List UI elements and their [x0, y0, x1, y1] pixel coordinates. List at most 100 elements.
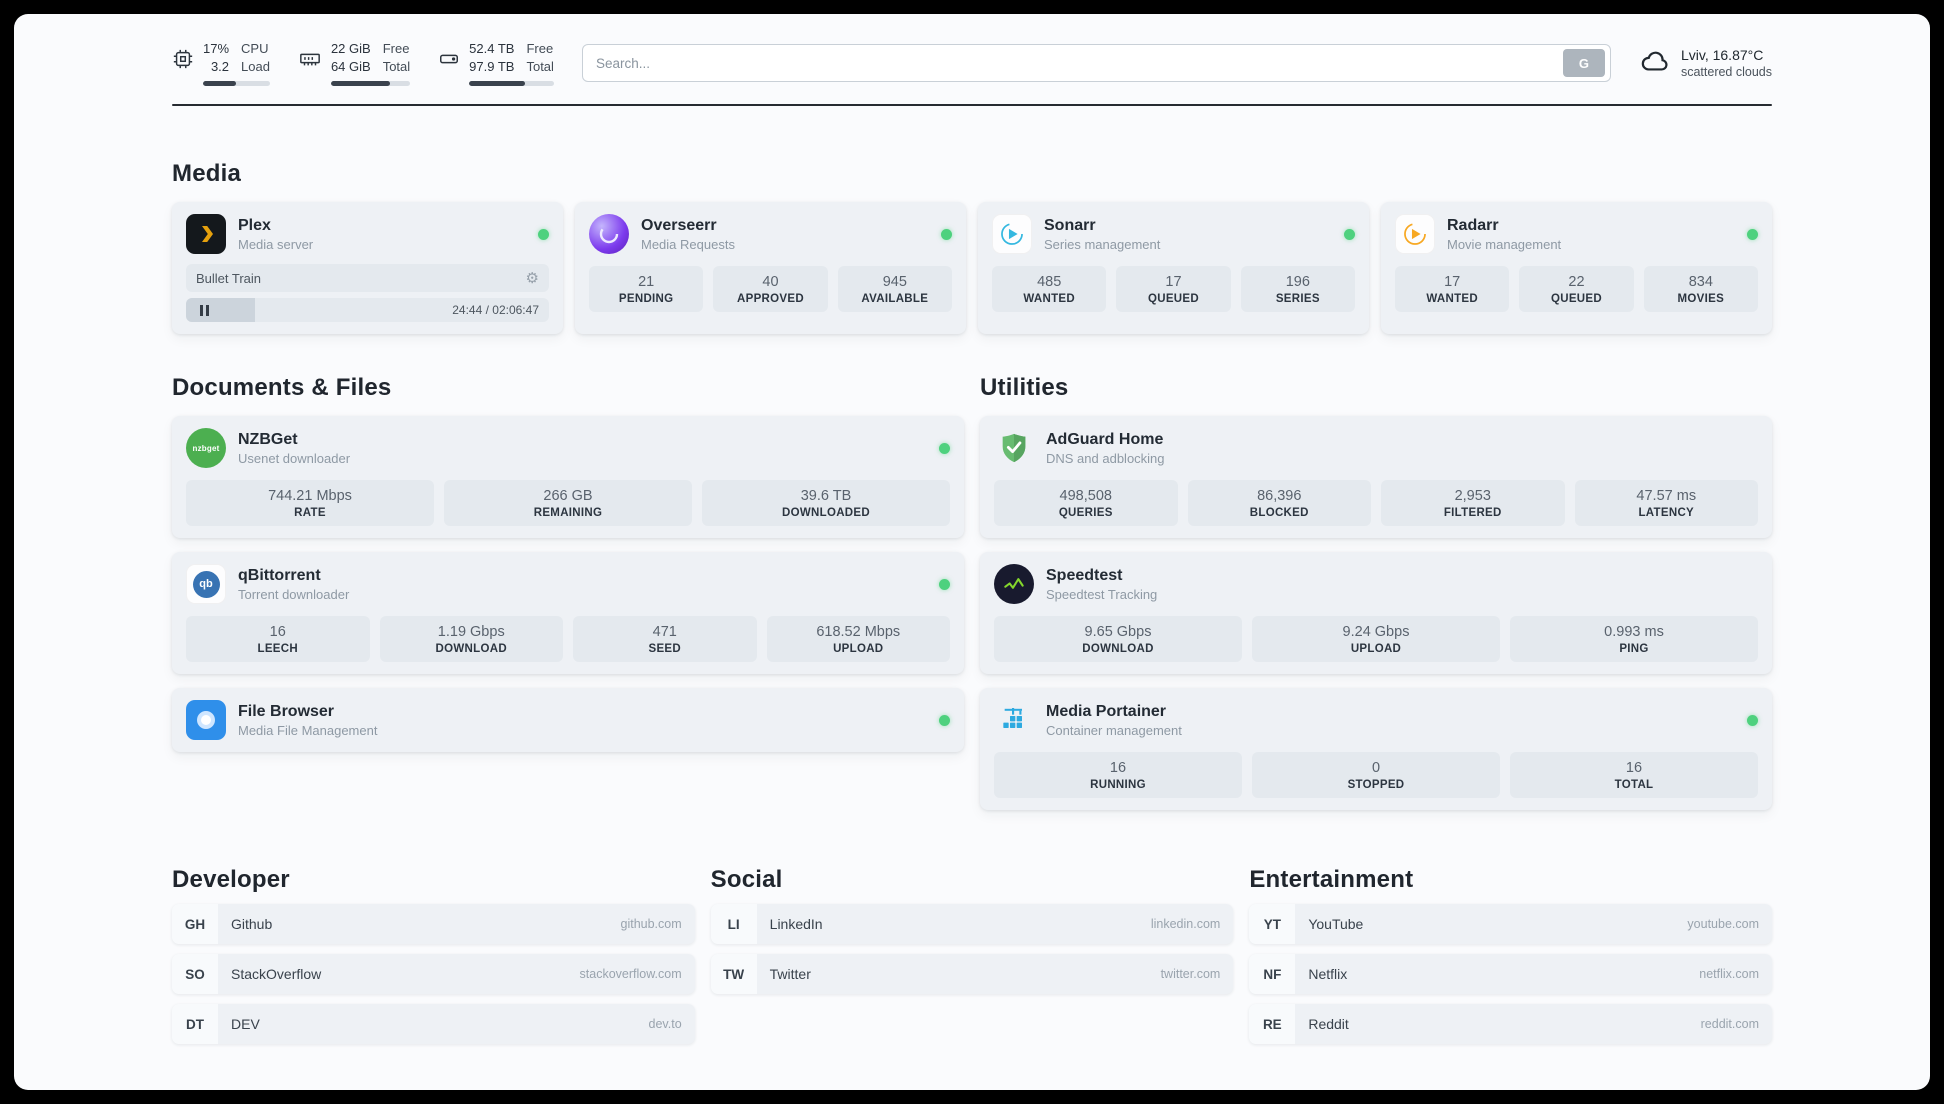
- disk-total-label: Total: [526, 59, 554, 74]
- cloud-icon: [1639, 48, 1671, 79]
- stat-download: 1.19 Gbps DOWNLOAD: [379, 616, 563, 662]
- search-engine-button[interactable]: G: [1562, 49, 1605, 77]
- stat-series: 196 SERIES: [1240, 266, 1355, 312]
- service-card-plex[interactable]: Plex Media server Bullet Train ⚙ 24:44 /…: [172, 202, 563, 334]
- stat-movies: 834 MOVIES: [1643, 266, 1758, 312]
- service-name: Plex: [238, 217, 271, 234]
- cpu-label: CPU: [241, 41, 269, 56]
- stat-leech: 16 LEECH: [186, 616, 370, 662]
- bookmark-netflix[interactable]: NF Netflix netflix.com: [1249, 954, 1772, 994]
- service-card-portainer[interactable]: Media Portainer Container management 16 …: [980, 688, 1772, 810]
- stat-queued: 17 QUEUED: [1116, 266, 1231, 312]
- bookmark-abbr: YT: [1249, 904, 1296, 944]
- service-card-sonarr[interactable]: Sonarr Series management 485 WANTED 17 Q…: [978, 202, 1369, 334]
- service-name: Radarr: [1447, 217, 1499, 234]
- bookmark-youtube[interactable]: YT YouTube youtube.com: [1249, 904, 1772, 944]
- playback-progress-fill: [186, 298, 255, 322]
- portainer-icon: [994, 700, 1034, 740]
- playback-time: 24:44 / 02:06:47: [452, 303, 539, 317]
- section-title-media: Media: [172, 160, 242, 187]
- service-card-nzbget[interactable]: nzbget NZBGet Usenet downloader 744.21 M…: [172, 416, 964, 538]
- stat-stopped: 0 STOPPED: [1252, 752, 1500, 798]
- search-input[interactable]: [595, 55, 1563, 71]
- service-name: qBittorrent: [238, 567, 321, 584]
- bookmark-stackoverflow[interactable]: SO StackOverflow stackoverflow.com: [172, 954, 695, 994]
- service-subtitle: Speedtest Tracking: [1046, 587, 1158, 602]
- disk-progress-bar: [469, 81, 554, 86]
- cpu-progress-bar: [203, 81, 270, 86]
- search-bar: G: [581, 44, 1611, 82]
- plex-icon: [186, 214, 226, 254]
- adguard-icon: [994, 428, 1034, 468]
- ram-free-label: Free: [382, 41, 410, 56]
- bookmark-name: Netflix: [1308, 966, 1348, 982]
- ram-progress-bar: [330, 81, 411, 86]
- bookmark-domain: stackoverflow.com: [579, 967, 682, 981]
- stat-remaining: 266 GB REMAINING: [444, 480, 692, 526]
- sonarr-icon: [992, 214, 1032, 254]
- bookmark-name: DEV: [231, 1016, 260, 1032]
- service-card-adguard[interactable]: AdGuard Home DNS and adblocking 498,508 …: [980, 416, 1772, 538]
- dashboard-surface: 17% 3.2 CPU Load: [14, 14, 1930, 1090]
- service-card-radarr[interactable]: Radarr Movie management 17 WANTED 22 QUE…: [1381, 202, 1772, 334]
- service-name: Sonarr: [1044, 217, 1096, 234]
- service-subtitle: Usenet downloader: [238, 451, 351, 466]
- stat-pending: 21 PENDING: [589, 266, 704, 312]
- bookmark-reddit[interactable]: RE Reddit reddit.com: [1249, 1004, 1772, 1044]
- stat-rate: 744.21 Mbps RATE: [186, 480, 434, 526]
- bookmark-abbr: DT: [172, 1004, 218, 1044]
- stat-available: 945 AVAILABLE: [837, 266, 952, 312]
- speedtest-icon: [994, 564, 1034, 604]
- bookmark-abbr: LI: [710, 904, 757, 944]
- radarr-icon: [1395, 214, 1435, 254]
- bookmark-abbr: RE: [1249, 1004, 1296, 1044]
- disk-icon: [438, 48, 460, 70]
- disk-free-value: 52.4 TB: [469, 41, 515, 56]
- section-title-utilities: Utilities: [980, 374, 1069, 401]
- section-documents-files: Documents & Files nzbget NZBGet Usenet d…: [172, 374, 964, 810]
- section-social: Social LI LinkedIn linkedin.com TW Twitt…: [710, 866, 1234, 1044]
- status-indicator: [538, 228, 549, 240]
- stat-upload: 618.52 Mbps UPLOAD: [766, 616, 950, 662]
- section-title-documents: Documents & Files: [172, 374, 392, 401]
- player-settings-gear-icon[interactable]: ⚙: [525, 269, 539, 287]
- ram-total-label: Total: [382, 59, 411, 74]
- service-card-qbittorrent[interactable]: qb qBittorrent Torrent downloader 16 LEE…: [172, 552, 964, 674]
- stat-upload: 9.24 Gbps UPLOAD: [1252, 616, 1500, 662]
- ram-free-value: 22 GiB: [330, 41, 371, 56]
- service-subtitle: Container management: [1046, 723, 1182, 738]
- status-indicator: [939, 442, 950, 454]
- service-subtitle: Media File Management: [238, 723, 378, 738]
- stat-running: 16 RUNNING: [994, 752, 1242, 798]
- stat-blocked: 86,396 BLOCKED: [1187, 480, 1371, 526]
- bookmark-abbr: TW: [710, 954, 757, 994]
- cpu-widget: 17% 3.2 CPU Load: [172, 40, 270, 86]
- service-subtitle: Media server: [238, 237, 314, 252]
- bookmark-name: Github: [231, 916, 273, 932]
- stat-queries: 498,508 QUERIES: [994, 480, 1178, 526]
- bookmark-twitter[interactable]: TW Twitter twitter.com: [710, 954, 1234, 994]
- cpu-icon: [172, 48, 194, 70]
- service-name: File Browser: [238, 703, 335, 720]
- overseerr-icon: [589, 214, 629, 254]
- bookmark-github[interactable]: GH Github github.com: [172, 904, 695, 944]
- bookmark-domain: youtube.com: [1687, 917, 1759, 931]
- service-card-overseerr[interactable]: Overseerr Media Requests 21 PENDING 40 A…: [575, 202, 966, 334]
- bookmark-name: Reddit: [1308, 1016, 1349, 1032]
- bookmark-name: YouTube: [1308, 916, 1364, 932]
- service-card-filebrowser[interactable]: File Browser Media File Management: [172, 688, 964, 752]
- status-indicator: [939, 578, 950, 590]
- section-utilities: Utilities AdGuard Home DNS and adblockin…: [980, 374, 1772, 810]
- bookmark-linkedin[interactable]: LI LinkedIn linkedin.com: [710, 904, 1234, 944]
- status-indicator: [941, 228, 952, 240]
- weather-location: Lviv, 16.87°C: [1680, 47, 1764, 63]
- pause-button[interactable]: [186, 298, 222, 322]
- status-indicator: [1747, 228, 1758, 240]
- service-subtitle: Media Requests: [641, 237, 735, 252]
- bookmark-dev[interactable]: DT DEV dev.to: [172, 1004, 695, 1044]
- service-subtitle: DNS and adblocking: [1046, 451, 1165, 466]
- bookmark-name: LinkedIn: [769, 916, 823, 932]
- service-name: Media Portainer: [1046, 703, 1167, 720]
- stat-wanted: 485 WANTED: [992, 266, 1107, 312]
- service-card-speedtest[interactable]: Speedtest Speedtest Tracking 9.65 Gbps D…: [980, 552, 1772, 674]
